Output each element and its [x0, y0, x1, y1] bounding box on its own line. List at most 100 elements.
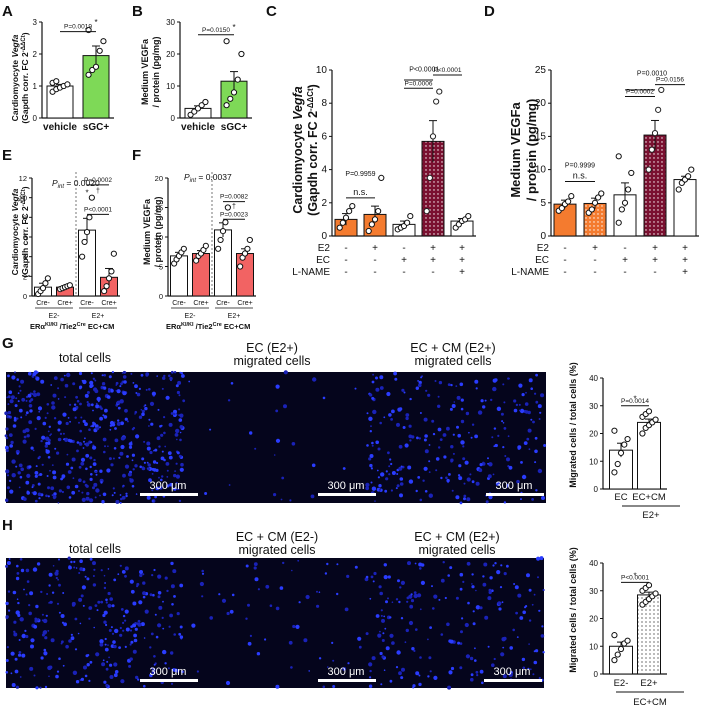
cell-dot	[14, 404, 18, 408]
cell-dot	[119, 633, 123, 637]
cell-dot	[5, 448, 9, 453]
cell-dot	[74, 416, 77, 419]
cell-dot	[69, 403, 72, 406]
cell-dot	[390, 418, 393, 421]
cell-dot	[120, 382, 123, 386]
cell-dot	[402, 426, 406, 429]
cell-dot	[62, 412, 67, 417]
cell-dot	[532, 673, 535, 676]
cell-dot	[29, 409, 33, 413]
cell-dot	[16, 572, 20, 575]
cell-dot	[28, 371, 32, 376]
cell-dot	[176, 612, 180, 616]
cell-dot	[130, 589, 135, 594]
data-point	[407, 212, 414, 220]
cell-dot	[116, 389, 121, 394]
cell-dot	[23, 588, 25, 591]
cell-dot	[105, 667, 109, 671]
cell-dot	[137, 622, 142, 627]
cell-dot	[379, 591, 384, 596]
g-micro-3-subtitle: migrated cells	[414, 354, 491, 368]
cell-dot	[13, 632, 18, 637]
y-tick-label: 20	[589, 430, 598, 439]
cell-dot	[64, 396, 67, 399]
condition-sign: -	[653, 267, 656, 278]
condition-sign: +	[372, 243, 378, 254]
cell-dot	[395, 666, 399, 669]
cell-dot	[103, 450, 106, 454]
cell-dot	[141, 457, 145, 461]
cell-dot	[104, 445, 106, 448]
cell-dot	[56, 670, 60, 673]
cell-dot	[181, 374, 185, 378]
cell-dot	[75, 395, 78, 399]
data-point	[202, 98, 209, 106]
cell-dot	[332, 685, 336, 688]
cell-dot	[465, 411, 470, 416]
condition-sign: -	[593, 255, 596, 266]
cell-dot	[108, 375, 112, 379]
cell-dot	[88, 606, 93, 610]
cell-dot	[18, 651, 22, 654]
cell-dot	[19, 558, 23, 561]
cell-dot	[503, 401, 506, 404]
cell-dot	[158, 445, 161, 448]
cell-dot	[178, 394, 181, 397]
data-point	[217, 236, 224, 244]
cell-dot	[530, 387, 533, 391]
cell-dot	[364, 577, 369, 582]
cell-dot	[31, 491, 34, 494]
cell-dot	[4, 434, 8, 438]
cell-dot	[368, 416, 373, 421]
cell-dot	[371, 486, 377, 491]
cell-dot	[122, 370, 126, 374]
cell-dot	[471, 585, 475, 589]
cell-dot	[381, 655, 385, 659]
cell-dot	[18, 385, 21, 388]
y-tick-label: 30	[589, 402, 598, 411]
cell-dot	[389, 679, 393, 683]
cell-dot	[400, 676, 404, 680]
cell-dot	[58, 558, 60, 561]
cell-dot	[176, 390, 180, 395]
cell-dot	[499, 586, 503, 589]
cell-dot	[79, 622, 82, 625]
y-tick-label: 0	[159, 292, 163, 301]
cell-dot	[47, 495, 50, 498]
cell-dot	[11, 459, 16, 464]
cell-dot	[377, 633, 382, 638]
cell-dot	[22, 439, 27, 444]
cell-dot	[471, 480, 475, 484]
cell-dot	[527, 428, 532, 433]
cell-dot	[521, 657, 526, 662]
cell-dot	[108, 656, 110, 659]
data-point	[645, 582, 653, 589]
cell-dot	[369, 676, 372, 679]
cell-dot	[67, 417, 70, 419]
condition-sign: +	[682, 243, 688, 254]
cell-dot	[92, 409, 94, 412]
cell-dot	[111, 632, 115, 635]
data-point	[611, 427, 618, 434]
cell-dot	[513, 399, 517, 403]
cell-dot	[245, 617, 248, 620]
cell-dot	[311, 463, 316, 468]
cell-dot	[358, 645, 362, 649]
data-point	[346, 208, 353, 215]
cell-dot	[501, 601, 504, 604]
cell-dot	[60, 614, 65, 618]
cell-dot	[13, 418, 17, 422]
cell-dot	[36, 392, 41, 397]
cell-dot	[105, 598, 108, 602]
cell-dot	[35, 686, 39, 690]
cell-dot	[140, 409, 143, 411]
data-point	[342, 214, 350, 221]
cell-dot	[371, 380, 375, 384]
cell-dot	[450, 460, 453, 463]
g-micro-2-subtitle: migrated cells	[233, 354, 310, 368]
cell-dot	[92, 445, 97, 450]
cell-dot	[66, 453, 69, 456]
cell-dot	[21, 653, 26, 658]
data-point	[658, 86, 665, 94]
cell-dot	[496, 406, 502, 411]
